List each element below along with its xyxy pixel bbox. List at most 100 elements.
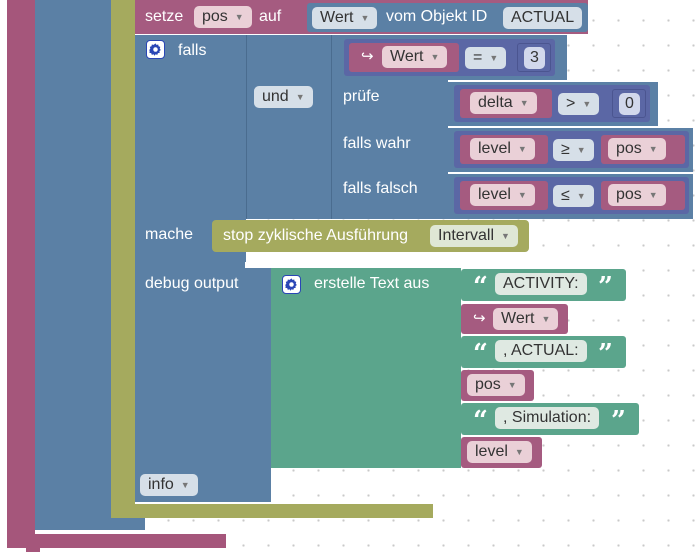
gear-icon[interactable] [146, 40, 165, 59]
compare-operator-value: = [473, 49, 483, 66]
quote-open-icon: “ [473, 406, 488, 436]
true-operator-dropdown[interactable]: ≥ ▼ [553, 139, 594, 161]
trigger-property-value: Wert [390, 48, 424, 65]
dropdown-arrow-icon: ▼ [507, 380, 517, 390]
check-label: prüfe [343, 88, 380, 105]
dropdown-arrow-icon: ▼ [514, 447, 524, 457]
dropdown-arrow-icon: ▼ [541, 314, 551, 324]
pos-variable-block-debug[interactable]: pos ▼ [461, 370, 534, 401]
trigger-value-block[interactable]: ↪ Wert ▼ [349, 43, 459, 72]
compare-false-inner[interactable]: level ▼ ≤ ▼ pos ▼ [454, 177, 689, 214]
level-variable-dropdown-debug[interactable]: level ▼ [467, 441, 532, 463]
quote-close-icon: ” [598, 272, 613, 302]
set-to-label: auf [259, 8, 282, 25]
ternary-block[interactable]: prüfe falls wahr falls falsch [331, 80, 448, 219]
state-property-dropdown[interactable]: Wert ▼ [312, 7, 378, 29]
false-operator-value: ≤ [561, 187, 570, 204]
outer-event-block[interactable] [7, 0, 35, 544]
if-block-tail[interactable] [135, 262, 245, 268]
compare-delta-inner[interactable]: delta ▼ > ▼ 0 [454, 85, 650, 122]
pos-variable-block-false[interactable]: pos ▼ [601, 181, 685, 210]
dropdown-arrow-icon: ▼ [519, 98, 529, 108]
dropdown-arrow-icon: ▼ [576, 145, 586, 155]
get-state-block[interactable]: Wert ▼ vom Objekt ID ACTUAL [307, 3, 588, 32]
logic-operator-value: und [262, 88, 289, 105]
level-variable-value-false: level [478, 186, 511, 203]
compare-block-false[interactable]: level ▼ ≤ ▼ pos ▼ [448, 174, 693, 219]
delta-number-field[interactable]: 0 [619, 93, 640, 115]
number-block[interactable]: 3 [517, 43, 551, 72]
text-block-simulation[interactable]: “ , Simulation: ” [461, 403, 639, 435]
object-id-field[interactable]: ACTUAL [503, 7, 583, 29]
level-variable-dropdown-true[interactable]: level ▼ [470, 138, 535, 160]
level-variable-dropdown-false[interactable]: level ▼ [470, 184, 535, 206]
debug-property-dropdown[interactable]: Wert ▼ [493, 308, 559, 330]
trigger-value-block-debug[interactable]: ↪ Wert ▼ [461, 304, 568, 334]
logic-operator-dropdown[interactable]: und ▼ [254, 86, 313, 108]
compare-block-value[interactable]: ↪ Wert ▼ = ▼ 3 [331, 35, 567, 80]
text-field-activity[interactable]: ACTIVITY: [495, 273, 587, 295]
text-join-label: erstelle Text aus [314, 275, 430, 292]
return-arrow-icon: ↪ [473, 310, 486, 327]
stop-target-dropdown[interactable]: Intervall ▼ [430, 225, 518, 247]
pos-variable-dropdown-false[interactable]: pos ▼ [608, 184, 666, 206]
level-variable-value-true: level [478, 140, 511, 157]
text-field-simulation[interactable]: , Simulation: [495, 407, 600, 429]
compare-true-inner[interactable]: level ▼ ≥ ▼ pos ▼ [454, 131, 689, 168]
level-variable-block-false[interactable]: level ▼ [460, 181, 548, 210]
pos-variable-value-true: pos [616, 140, 642, 157]
debug-output-block[interactable]: debug output info ▼ [135, 268, 271, 502]
level-variable-block-debug[interactable]: level ▼ [461, 437, 542, 468]
schedule-block-bottom[interactable] [111, 504, 433, 518]
if-true-label: falls wahr [343, 135, 411, 152]
logic-and-block[interactable]: und ▼ [246, 35, 331, 219]
set-variable-block[interactable]: setze pos ▼ auf Wert ▼ vom Objekt ID ACTUA… [135, 0, 588, 34]
delta-operator-value: > [566, 95, 576, 112]
delta-variable-dropdown[interactable]: delta ▼ [470, 92, 537, 114]
level-variable-block-true[interactable]: level ▼ [460, 135, 548, 164]
dropdown-arrow-icon: ▼ [517, 190, 527, 200]
quote-close-icon: ” [611, 406, 626, 436]
log-level-dropdown[interactable]: info ▼ [140, 474, 198, 496]
stop-target-value: Intervall [438, 227, 495, 244]
set-variable-dropdown[interactable]: pos ▼ [194, 6, 252, 28]
schedule-block[interactable] [111, 0, 135, 518]
delta-operator-dropdown[interactable]: > ▼ [558, 93, 600, 115]
gear-icon[interactable] [282, 275, 301, 294]
dropdown-arrow-icon: ▼ [430, 52, 440, 62]
debug-property-value: Wert [501, 310, 535, 327]
compare-block-true[interactable]: level ▼ ≥ ▼ pos ▼ [448, 128, 693, 172]
dropdown-arrow-icon: ▼ [501, 231, 510, 241]
text-join-block[interactable]: erstelle Text aus [271, 268, 461, 468]
log-level-value: info [148, 476, 174, 493]
dropdown-arrow-icon: ▼ [295, 92, 305, 102]
false-operator-dropdown[interactable]: ≤ ▼ [553, 185, 594, 207]
dropdown-arrow-icon: ▼ [517, 144, 527, 154]
outer-event-block-bottom[interactable] [7, 534, 226, 548]
number-value-field[interactable]: 3 [524, 47, 545, 69]
stop-interval-block[interactable]: stop zyklische Ausführung Intervall ▼ [212, 220, 529, 252]
trigger-property-dropdown[interactable]: Wert ▼ [382, 46, 448, 68]
mid-container-block[interactable] [35, 0, 111, 530]
mid-container-bottom[interactable] [35, 518, 145, 530]
pos-variable-dropdown-true[interactable]: pos ▼ [608, 138, 666, 160]
text-block-actual[interactable]: “ , ACTUAL: ” [461, 336, 626, 368]
debug-output-label: debug output [145, 275, 239, 292]
dropdown-arrow-icon: ▼ [648, 144, 658, 154]
compare-operator-dropdown[interactable]: = ▼ [465, 47, 507, 69]
set-label: setze [145, 8, 184, 25]
true-operator-value: ≥ [561, 141, 570, 158]
dropdown-arrow-icon: ▼ [234, 12, 244, 22]
pos-variable-block-true[interactable]: pos ▼ [601, 135, 685, 164]
compare-inner-block[interactable]: ↪ Wert ▼ = ▼ 3 [344, 39, 555, 76]
from-object-label: vom Objekt ID [386, 8, 488, 25]
compare-block-delta[interactable]: delta ▼ > ▼ 0 [448, 82, 658, 126]
delta-variable-block[interactable]: delta ▼ [460, 89, 552, 118]
quote-open-icon: “ [473, 339, 488, 369]
dropdown-arrow-icon: ▼ [648, 190, 658, 200]
text-block-activity[interactable]: “ ACTIVITY: ” [461, 269, 626, 301]
text-field-actual[interactable]: , ACTUAL: [495, 340, 587, 362]
pos-variable-value-false: pos [616, 186, 642, 203]
delta-number-block[interactable]: 0 [612, 89, 646, 118]
pos-variable-dropdown-debug[interactable]: pos ▼ [467, 374, 525, 396]
